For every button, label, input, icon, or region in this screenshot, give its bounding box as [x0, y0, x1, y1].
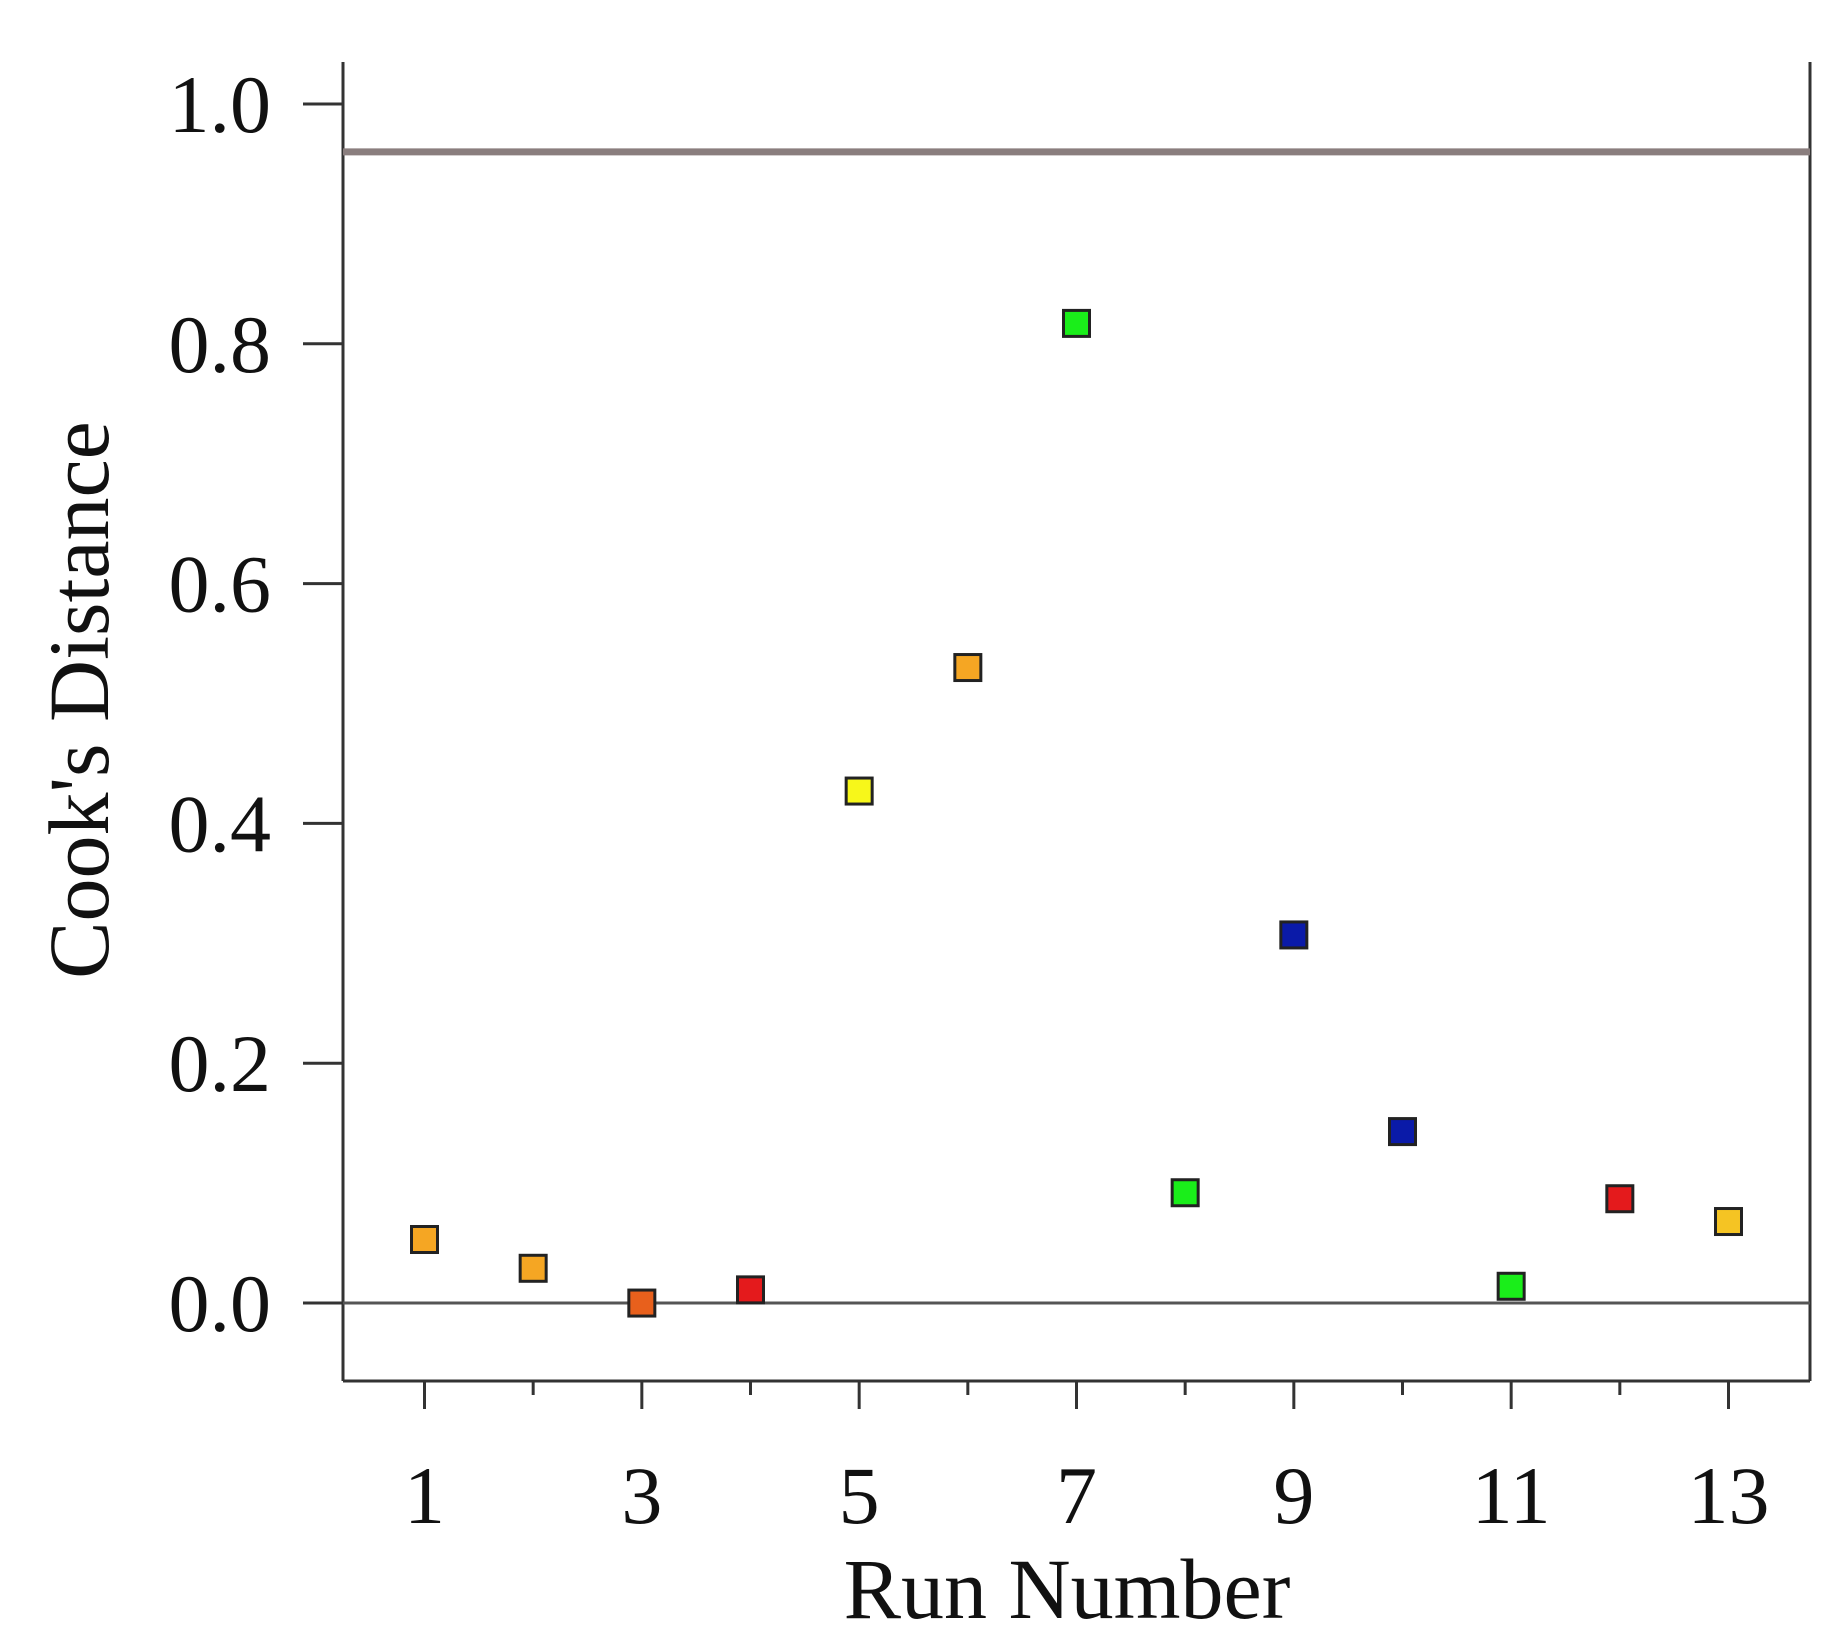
x-axis-label: Run Number — [844, 1541, 1291, 1637]
data-point — [410, 1225, 439, 1255]
x-tick-label: 9 — [1273, 1450, 1314, 1541]
y-tick-label: 0.6 — [169, 539, 272, 630]
data-point — [844, 776, 874, 806]
y-tick-label: 0.4 — [169, 778, 272, 869]
y-tick-label: 1.0 — [169, 59, 272, 150]
x-tick-label: 3 — [621, 1450, 662, 1541]
plot-axes — [341, 62, 1812, 1383]
data-point — [1605, 1184, 1635, 1214]
data-point — [1170, 1178, 1200, 1208]
data-point — [627, 1288, 657, 1318]
reference-lines — [303, 148, 1810, 1305]
data-point — [1388, 1117, 1417, 1147]
data-point — [1714, 1207, 1743, 1237]
x-tick-label: 7 — [1056, 1450, 1097, 1541]
y-tick-label: 0.2 — [169, 1018, 272, 1109]
y-tick-label: 0.0 — [169, 1258, 272, 1349]
x-tick-label: 5 — [839, 1450, 880, 1541]
y-axis-label: Cook's Distance — [31, 421, 127, 979]
data-point — [953, 653, 983, 683]
data-point — [1279, 920, 1309, 950]
y-tick-label: 0.8 — [169, 299, 272, 390]
data-point — [736, 1275, 765, 1305]
data-point — [1062, 308, 1091, 338]
axis-ticks: 0.00.20.40.60.81.01 3 5 7 9 11 13 — [169, 59, 1770, 1541]
x-tick-label: 11 — [1472, 1450, 1551, 1541]
data-point — [518, 1253, 548, 1283]
x-tick-label: 13 — [1688, 1450, 1770, 1541]
x-tick-label: 1 — [404, 1450, 445, 1541]
data-point — [1496, 1271, 1526, 1301]
data-points — [410, 308, 1743, 1318]
